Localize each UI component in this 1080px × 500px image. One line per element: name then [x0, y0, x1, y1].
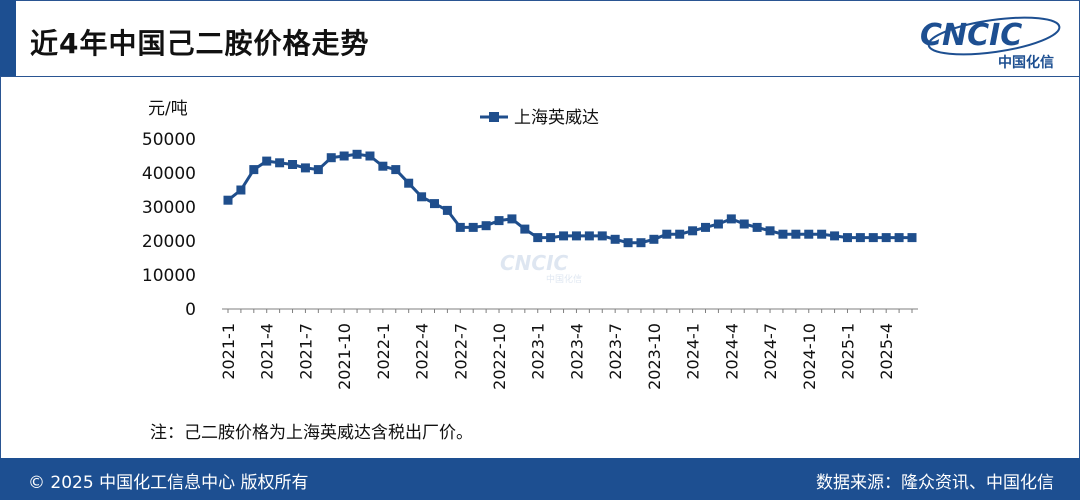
cncic-logo: CNCIC 中国化信: [920, 10, 1062, 71]
data-point: [907, 233, 917, 243]
data-point: [894, 233, 904, 243]
data-point: [507, 214, 517, 224]
data-point: [765, 226, 775, 236]
watermark-subtitle: 中国化信: [546, 273, 582, 285]
logo-text: CNCIC: [920, 18, 1023, 53]
y-tick-label: 20000: [142, 232, 196, 252]
y-axis-label: 元/吨: [148, 99, 188, 119]
data-point: [817, 229, 827, 239]
data-point: [494, 216, 504, 226]
data-point: [546, 233, 556, 243]
data-point: [752, 222, 762, 232]
x-tick-label: 2022-1: [374, 323, 393, 380]
x-tick-label: 2024-1: [684, 323, 703, 380]
data-point: [791, 229, 801, 239]
x-tick-label: 2024-10: [800, 323, 819, 390]
data-point: [855, 233, 865, 243]
x-tick-label: 2021-1: [219, 323, 238, 380]
data-point: [455, 222, 465, 232]
x-tick-label: 2022-4: [413, 323, 432, 380]
x-tick-label: 2023-4: [567, 323, 586, 380]
data-point: [429, 199, 439, 209]
data-point: [610, 234, 620, 244]
data-point: [378, 161, 388, 171]
y-tick-label: 30000: [142, 198, 196, 218]
copyright-text: © 2025 中国化工信息中心 版权所有: [28, 473, 309, 493]
price-line-chart: 元/吨 CNCIC 中国化信 0 10000 20000 30000 40000 5000…: [142, 99, 918, 390]
x-tick-label: 2022-7: [451, 323, 470, 380]
data-point: [649, 234, 659, 244]
cncic-watermark: CNCIC 中国化信: [500, 251, 582, 285]
data-point: [662, 229, 672, 239]
title-divider: [0, 76, 1080, 77]
data-point: [701, 222, 711, 232]
data-point: [391, 165, 401, 175]
data-point: [830, 231, 840, 241]
data-point: [326, 153, 336, 163]
x-tick-label: 2021-4: [258, 323, 277, 380]
y-tick-label: 50000: [142, 130, 196, 150]
data-point: [365, 151, 375, 161]
y-tick-label: 0: [185, 300, 196, 320]
legend-marker: [489, 112, 499, 122]
data-point: [468, 222, 478, 232]
x-tick-label: 2021-7: [296, 323, 315, 380]
x-tick-label: 2023-10: [645, 323, 664, 390]
data-point: [262, 156, 272, 166]
x-tick-label: 2025-1: [838, 323, 857, 380]
data-point: [881, 233, 891, 243]
data-point: [442, 205, 452, 215]
data-point: [804, 229, 814, 239]
data-source-text: 数据来源：隆众资讯、中国化信: [816, 473, 1054, 493]
data-point: [288, 160, 298, 169]
data-point: [339, 151, 349, 161]
data-point: [236, 185, 246, 195]
data-point: [417, 192, 427, 202]
y-tick-label: 10000: [142, 266, 196, 286]
data-point: [313, 165, 323, 175]
x-tick-label: 2024-7: [761, 323, 780, 380]
data-point: [249, 165, 259, 175]
data-point: [352, 149, 362, 159]
x-tick-label: 2023-7: [606, 323, 625, 380]
data-point: [623, 238, 633, 248]
series-line: [227, 152, 912, 245]
data-point: [778, 229, 788, 239]
x-tick-label: 2024-4: [722, 323, 741, 380]
x-tick-label: 2025-4: [877, 323, 896, 380]
data-point: [636, 238, 646, 248]
data-point: [300, 163, 310, 173]
data-point: [868, 233, 878, 243]
title-accent-bar: [0, 0, 16, 76]
footer-bar: © 2025 中国化工信息中心 版权所有 数据来源：隆众资讯、中国化信: [0, 458, 1080, 500]
data-point: [675, 229, 685, 239]
data-point: [842, 233, 852, 243]
data-point: [520, 224, 530, 234]
data-point: [559, 231, 569, 241]
data-point: [713, 219, 723, 229]
legend: 上海英威达: [480, 108, 599, 128]
legend-label: 上海英威达: [514, 108, 599, 128]
logo-swoosh-icon: [927, 16, 1061, 56]
watermark-text: CNCIC: [500, 251, 569, 275]
x-tick-label: 2022-10: [490, 323, 509, 390]
data-point: [597, 231, 607, 241]
data-point: [404, 178, 414, 188]
data-point: [688, 226, 698, 236]
footnote: 注：己二胺价格为上海英威达含税出厂价。: [150, 423, 473, 443]
chart-title: 近4年中国己二胺价格走势: [30, 27, 370, 60]
x-tick-label: 2023-1: [529, 323, 548, 380]
y-tick-label: 40000: [142, 164, 196, 184]
data-point: [481, 221, 491, 231]
data-point: [739, 219, 749, 229]
data-point: [726, 214, 736, 224]
data-point: [571, 231, 581, 241]
data-point: [223, 195, 233, 205]
data-point: [584, 231, 594, 241]
logo-subtitle: 中国化信: [998, 55, 1054, 71]
data-point: [275, 158, 285, 168]
data-point: [533, 233, 543, 243]
x-tick-label: 2021-10: [335, 323, 354, 390]
